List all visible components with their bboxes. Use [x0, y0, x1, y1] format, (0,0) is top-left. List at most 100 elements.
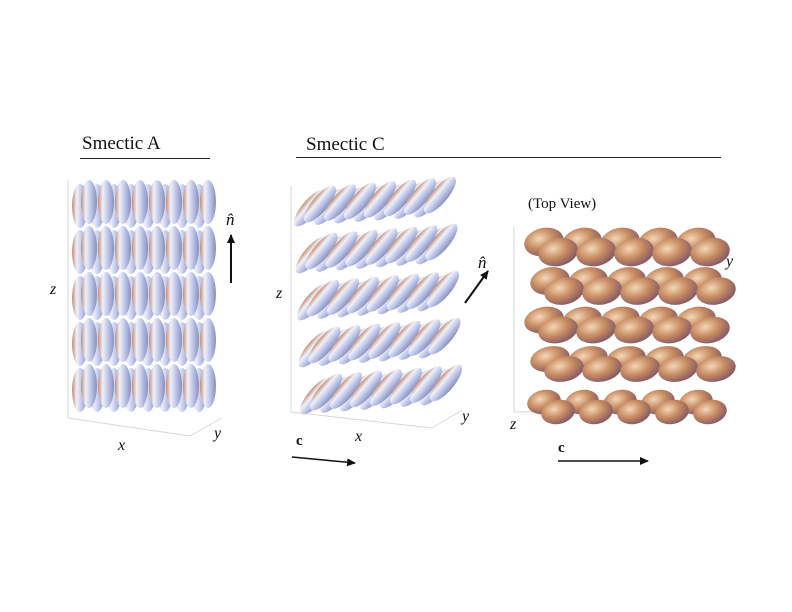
smectic-a-y-axis-label: y: [214, 425, 222, 442]
molecule: [305, 232, 338, 270]
smectic-c-x-axis-label: x: [355, 428, 363, 445]
molecule: [538, 237, 578, 267]
molecule: [132, 364, 148, 408]
molecule: [429, 364, 463, 402]
molecule: [385, 226, 418, 264]
molecule: [582, 356, 622, 382]
molecule: [132, 226, 148, 270]
top-view-c-vector-label: c: [558, 440, 565, 456]
smectic-c-director-label: n̂: [478, 253, 487, 272]
molecule: [81, 364, 97, 408]
molecule: [652, 316, 692, 344]
molecule: [309, 373, 343, 411]
molecule: [200, 272, 216, 316]
molecule: [423, 176, 457, 214]
molecule: [183, 364, 199, 408]
molecule: [366, 275, 400, 312]
molecule: [541, 399, 575, 425]
molecule: [183, 226, 199, 270]
molecule: [369, 369, 403, 406]
molecule: [428, 317, 461, 355]
molecule: [81, 180, 97, 224]
molecule: [166, 180, 182, 224]
molecule: [149, 226, 165, 270]
molecule: [576, 237, 616, 267]
molecule: [308, 326, 341, 364]
molecule: [183, 272, 199, 316]
molecule: [200, 180, 216, 224]
smectic-c-box: [290, 186, 463, 429]
molecule: [406, 272, 440, 309]
smectic-a-title: Smectic A: [82, 133, 161, 154]
molecule: [388, 320, 421, 358]
molecule: [409, 366, 443, 403]
smectic-c-z-axis-label: z: [276, 285, 283, 302]
molecule: [149, 318, 165, 362]
molecule: [81, 272, 97, 316]
molecule: [98, 318, 114, 362]
molecule: [98, 180, 114, 224]
smectic-c-title: Smectic C: [306, 134, 385, 155]
molecule: [405, 225, 438, 262]
molecule: [149, 180, 165, 224]
molecule: [149, 272, 165, 316]
molecule: [365, 228, 398, 265]
molecule: [576, 316, 616, 344]
smectic-a-x-axis-label: x: [118, 437, 126, 454]
smectic-c-title-rule: [296, 157, 721, 158]
molecule: [326, 278, 360, 315]
molecule: [696, 277, 736, 305]
molecule: [620, 277, 660, 305]
smectic-c-c-vector-arrow: [291, 456, 356, 467]
smectic-a-z-axis-label: z: [50, 281, 57, 298]
molecule: [579, 399, 613, 425]
molecule: [620, 356, 660, 382]
molecule: [200, 226, 216, 270]
molecule: [166, 226, 182, 270]
molecule: [183, 180, 199, 224]
molecule: [408, 319, 441, 356]
molecule: [343, 182, 377, 220]
molecule: [349, 370, 383, 408]
molecule: [690, 237, 730, 267]
molecule: [115, 226, 131, 270]
molecule: [363, 181, 397, 218]
molecule: [115, 364, 131, 408]
molecule: [544, 277, 584, 305]
molecule: [696, 356, 736, 382]
molecule: [658, 356, 698, 382]
molecule: [544, 356, 584, 382]
molecule: [98, 364, 114, 408]
smectic-c-director-arrow: [464, 270, 489, 304]
molecule: [115, 318, 131, 362]
molecule: [690, 316, 730, 344]
molecule: [425, 223, 458, 261]
top-view-label: (Top View): [528, 196, 597, 212]
molecule: [329, 372, 363, 409]
molecule: [383, 179, 417, 217]
molecule: [348, 323, 381, 361]
molecule: [538, 316, 578, 344]
molecule: [132, 272, 148, 316]
molecule: [368, 322, 401, 359]
molecule: [200, 364, 216, 408]
molecule: [655, 399, 689, 425]
molecule: [386, 273, 420, 311]
molecule: [166, 272, 182, 316]
smectic-a-title-rule: [80, 158, 210, 159]
molecule: [200, 318, 216, 362]
molecule: [582, 277, 622, 305]
molecule: [98, 226, 114, 270]
molecule: [81, 226, 97, 270]
molecule: [617, 399, 651, 425]
molecule: [328, 325, 361, 362]
smectic-c-c-vector-label: c: [296, 433, 303, 449]
molecule: [81, 318, 97, 362]
molecule: [323, 184, 357, 221]
molecule: [149, 364, 165, 408]
molecule: [115, 272, 131, 316]
molecule: [346, 276, 380, 314]
top-view-z-axis-label: z: [510, 416, 517, 433]
top-view-y-axis-label: y: [726, 253, 734, 270]
molecule: [306, 279, 340, 317]
